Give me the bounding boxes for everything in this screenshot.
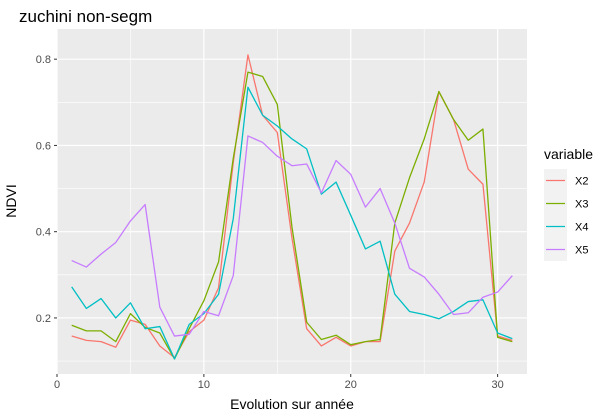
y-tick-label: 0.6: [36, 140, 51, 152]
legend-label-x5: X5: [575, 245, 588, 257]
x-tick-label: 10: [198, 379, 210, 391]
x-tick-label: 30: [492, 379, 504, 391]
x-axis-title: Evolution sur année: [230, 396, 354, 412]
x-tick-label: 20: [345, 379, 357, 391]
legend: variable X2 X3 X4 X5: [544, 146, 593, 261]
legend-label-x2: X2: [575, 176, 588, 188]
chart-title: zuchini non-segm: [19, 7, 152, 26]
axes: 0 10 20 30 0.2 0.4 0.6 0.8: [36, 54, 504, 391]
y-axis-title: NDVI: [3, 184, 19, 217]
x-tick-label: 0: [54, 379, 60, 391]
series-lines: [71, 54, 513, 360]
y-tick-label: 0.4: [36, 227, 51, 239]
legend-label-x4: X4: [575, 222, 588, 234]
series-line-x4: [71, 86, 513, 360]
series-line-x5: [71, 135, 513, 337]
y-tick-label: 0.8: [36, 54, 51, 66]
legend-label-x3: X3: [575, 199, 588, 211]
y-tick-label: 0.2: [36, 313, 51, 325]
plot-background: [57, 29, 527, 374]
legend-title: variable: [544, 146, 593, 162]
